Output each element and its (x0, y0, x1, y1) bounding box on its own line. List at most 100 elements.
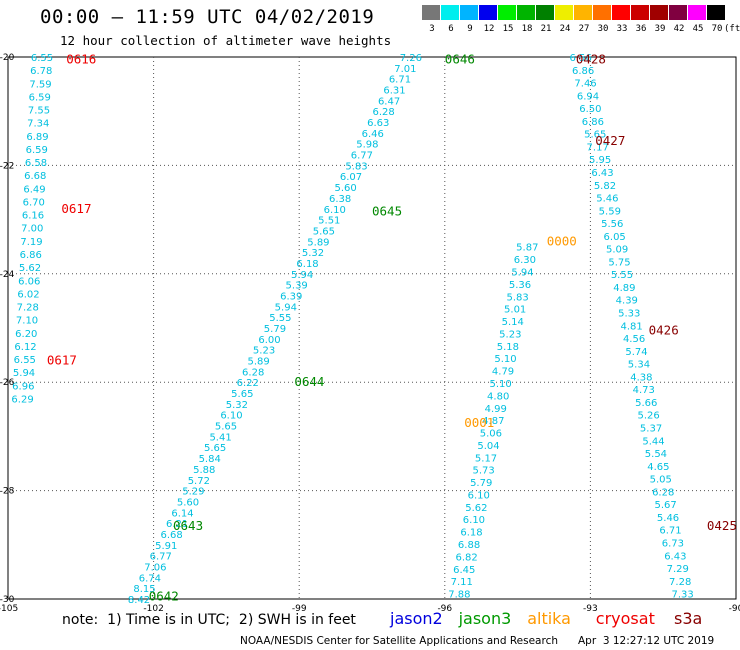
swh-value-label: 7.55 (28, 106, 50, 117)
swh-value-label: 7.10 (16, 316, 38, 327)
swh-value-label: 5.65 (313, 226, 335, 237)
swh-value-label: 6.16 (22, 211, 44, 222)
swh-value-label: 7.06 (144, 562, 166, 573)
y-tick-label: -26 (0, 378, 15, 388)
swh-value-label: 6.20 (15, 329, 37, 340)
scale-label: 3 (429, 24, 435, 34)
swh-value-label: 6.58 (25, 158, 47, 169)
swh-value-label: 5.46 (596, 194, 618, 205)
map-subtitle: 12 hour collection of altimeter wave hei… (60, 33, 392, 48)
swh-value-label: 5.73 (472, 466, 494, 477)
swh-value-label: 5.74 (625, 347, 647, 358)
swh-value-label: 5.26 (638, 411, 660, 422)
swh-value-label: 4.39 (616, 296, 638, 307)
swh-value-label: 4.73 (633, 385, 655, 396)
pass-time-label: 0428 (576, 52, 606, 67)
swh-value-label: 6.71 (389, 75, 411, 86)
swh-value-label: 7.88 (448, 590, 470, 601)
scale-swatch (536, 5, 555, 20)
swh-value-label: 6.30 (514, 255, 536, 266)
swh-value-label: 5.10 (489, 379, 511, 390)
scale-swatch (498, 5, 517, 20)
swh-value-label: 5.62 (465, 503, 487, 514)
scale-swatch (669, 5, 688, 20)
scale-swatch (422, 5, 441, 20)
swh-value-label: 6.18 (460, 528, 482, 539)
swh-value-label: 5.29 (182, 487, 204, 498)
pass-time-label: 0000 (547, 233, 577, 248)
scale-swatch (574, 5, 593, 20)
swh-value-label: 5.88 (193, 465, 215, 476)
swh-value-label: 5.51 (318, 216, 340, 227)
swh-value-label: 6.56 (570, 53, 592, 64)
swh-value-label: 5.55 (611, 270, 633, 281)
footer-credit: NOAA/NESDIS Center for Satellite Applica… (240, 635, 558, 647)
swh-value-label: 6.50 (579, 104, 601, 115)
scale-swatch (688, 5, 707, 20)
swh-value-label: 7.33 (671, 590, 693, 601)
swh-value-label: 7.28 (17, 303, 39, 314)
swh-value-label: 5.65 (231, 389, 253, 400)
swh-value-label: 5.83 (506, 292, 528, 303)
swh-value-label: 6.12 (14, 342, 36, 353)
scale-swatch (612, 5, 631, 20)
swh-value-label: 5.36 (509, 280, 531, 291)
swh-value-label: 5.06 (480, 429, 502, 440)
pass-time-label: 0645 (372, 203, 402, 218)
swh-value-label: 5.10 (494, 354, 516, 365)
scale-label: 15 (502, 24, 514, 34)
x-tick-label: -99 (292, 604, 307, 614)
swh-value-label: 6.07 (340, 172, 362, 183)
scale-label: 70 (711, 24, 723, 34)
swh-value-label: 5.54 (645, 449, 667, 460)
x-tick-label: -102 (143, 604, 163, 614)
map-title: 00:00 – 11:59 UTC 04/02/2019 (40, 6, 375, 28)
swh-value-label: 5.79 (470, 478, 492, 489)
pass-time-label: 0427 (595, 133, 625, 148)
swh-value-label: 5.94 (511, 267, 533, 278)
swh-value-label: 6.55 (31, 53, 53, 64)
scale-swatch (593, 5, 612, 20)
scale-swatch (479, 5, 498, 20)
x-tick-label: -93 (583, 604, 598, 614)
swh-value-label: 7.17 (587, 142, 609, 153)
swh-value-label: 4.38 (630, 372, 652, 383)
x-tick-label: -90 (729, 604, 740, 614)
pass-time-label: 0643 (173, 518, 203, 533)
swh-value-label: 6.28 (652, 487, 674, 498)
swh-value-label: 6.10 (463, 515, 485, 526)
satellite-legend-jason2: jason2 (390, 609, 443, 628)
swh-value-label: 6.63 (367, 118, 389, 129)
swh-value-label: 5.14 (502, 317, 524, 328)
swh-value-label: 5.33 (618, 309, 640, 320)
swh-value-label: 6.28 (373, 107, 395, 118)
scale-unit: (ft) (724, 24, 740, 34)
y-tick-label: -24 (0, 270, 15, 280)
swh-value-label: 6.88 (458, 540, 480, 551)
swh-value-label: 7.28 (669, 577, 691, 588)
pass-time-label: 0644 (294, 374, 324, 389)
y-tick-label: -30 (0, 595, 15, 605)
swh-value-label: 4.87 (482, 416, 504, 427)
swh-value-label: 6.94 (577, 91, 599, 102)
x-tick-label: -96 (437, 604, 452, 614)
swh-value-label: 6.28 (242, 367, 264, 378)
swh-value-label: 4.89 (613, 283, 635, 294)
swh-value-label: 5.46 (657, 513, 679, 524)
pass-time-label: 0426 (649, 323, 679, 338)
scale-label: 30 (597, 24, 609, 34)
swh-value-label: 6.46 (362, 129, 384, 140)
swh-value-label: 5.01 (504, 305, 526, 316)
swh-value-label: 6.10 (220, 411, 242, 422)
swh-value-label: 5.67 (654, 500, 676, 511)
swh-value-label: 4.65 (647, 462, 669, 473)
scale-label: 24 (559, 24, 571, 34)
scale-swatch (631, 5, 650, 20)
swh-value-label: 7.11 (451, 577, 473, 588)
satellite-legend-s3a: s3a (674, 609, 703, 628)
swh-value-label: 7.26 (400, 53, 422, 64)
satellite-legend-jason3: jason3 (458, 609, 512, 628)
x-tick-label: -105 (0, 604, 18, 614)
swh-value-label: 6.86 (20, 250, 42, 261)
